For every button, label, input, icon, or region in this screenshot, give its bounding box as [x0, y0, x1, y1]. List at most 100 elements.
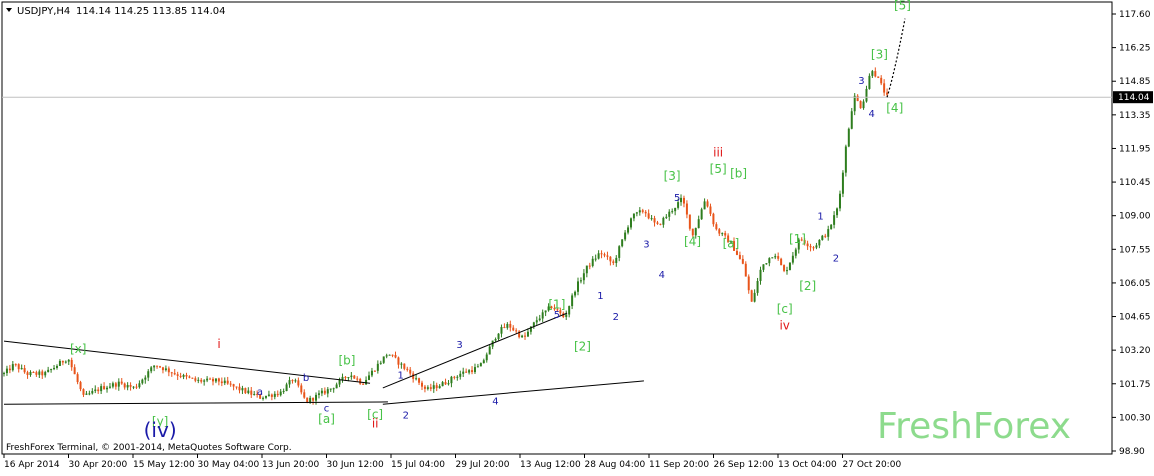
bear-candle	[515, 330, 518, 332]
bull-candle	[591, 258, 594, 266]
bull-candle	[335, 384, 338, 389]
bull-candle	[138, 383, 141, 388]
bull-candle	[836, 208, 839, 216]
bear-candle	[653, 218, 656, 223]
bear-candle	[79, 382, 82, 390]
bull-candle	[382, 356, 385, 363]
bull-candle	[376, 363, 379, 371]
bull-candle	[450, 376, 453, 384]
bull-candle	[788, 262, 791, 271]
trendline[interactable]	[3, 401, 388, 405]
bull-candle	[479, 363, 482, 367]
bear-candle	[688, 214, 691, 229]
bear-candle	[727, 235, 730, 243]
wave-label: [2]	[574, 340, 591, 354]
bear-candle	[217, 378, 220, 382]
bear-candle	[712, 213, 715, 225]
bear-candle	[750, 290, 753, 302]
bull-candle	[326, 389, 329, 394]
bull-candle	[476, 366, 479, 368]
bull-candle	[529, 326, 532, 332]
bear-candle	[394, 355, 397, 358]
bull-candle	[29, 371, 32, 376]
bear-candle	[524, 335, 527, 337]
projection-dotted-line	[886, 18, 906, 98]
bull-candle	[482, 360, 485, 364]
wave-label: 4	[659, 270, 665, 281]
bull-candle	[494, 339, 497, 341]
bull-candle	[621, 239, 624, 247]
bear-candle	[323, 390, 326, 394]
bear-candle	[41, 371, 44, 376]
bear-candle	[170, 372, 173, 374]
bear-candle	[429, 387, 432, 389]
bear-candle	[886, 92, 889, 95]
bull-candle	[385, 355, 388, 357]
bear-candle	[406, 368, 409, 370]
bull-candle	[447, 383, 450, 385]
bear-candle	[465, 371, 468, 373]
bull-candle	[468, 370, 471, 373]
bear-candle	[738, 254, 741, 259]
bear-candle	[503, 327, 506, 329]
bear-candle	[167, 368, 170, 373]
bear-candle	[874, 71, 877, 77]
wave-label: [a]	[723, 237, 740, 251]
y-tick-label: 106.05	[1119, 279, 1151, 289]
trendline[interactable]	[382, 380, 644, 405]
y-tick-label: 114.85	[1119, 77, 1151, 87]
bear-candle	[603, 254, 606, 256]
wave-label: ii	[372, 417, 379, 431]
bear-candle	[682, 197, 685, 204]
bear-candle	[600, 253, 603, 255]
bull-candle	[473, 367, 476, 373]
bear-candle	[859, 101, 862, 109]
bull-candle	[753, 292, 756, 302]
bull-candle	[64, 361, 67, 363]
bull-candle	[388, 354, 391, 356]
chart-menu-triangle-icon[interactable]	[6, 8, 12, 12]
bull-candle	[67, 359, 70, 362]
bull-candle	[847, 128, 850, 147]
bull-candle	[341, 376, 344, 380]
bear-candle	[312, 397, 315, 401]
bull-candle	[785, 270, 788, 272]
bear-candle	[359, 379, 362, 384]
bull-candle	[94, 389, 97, 392]
wave-label: iv	[779, 318, 789, 332]
bull-candle	[532, 322, 535, 327]
x-tick-label: 16 Apr 2014	[4, 460, 60, 470]
bear-candle	[156, 365, 159, 367]
bear-candle	[226, 380, 229, 384]
bear-candle	[435, 385, 438, 389]
bear-candle	[23, 368, 26, 373]
wave-label: a	[257, 387, 263, 398]
bull-candle	[526, 331, 529, 337]
bull-candle	[379, 362, 382, 364]
bull-candle	[662, 217, 665, 225]
bear-candle	[733, 241, 736, 251]
bear-candle	[715, 224, 718, 230]
bull-candle	[150, 367, 153, 372]
bull-candle	[55, 365, 58, 368]
bull-candle	[506, 323, 509, 328]
bear-candle	[803, 240, 806, 244]
bull-candle	[594, 258, 597, 260]
bear-candle	[8, 368, 11, 371]
bull-candle	[85, 393, 88, 395]
bull-candle	[91, 391, 94, 394]
bull-candle	[700, 209, 703, 220]
trendline[interactable]	[382, 312, 568, 389]
bull-candle	[106, 387, 109, 390]
bull-candle	[756, 280, 759, 293]
bear-candle	[609, 256, 612, 262]
bull-candle	[206, 378, 209, 381]
bull-candle	[862, 101, 865, 109]
bear-candle	[735, 250, 738, 255]
bull-candle	[488, 346, 491, 355]
bull-candle	[865, 88, 868, 102]
bull-candle	[294, 380, 297, 382]
trendline[interactable]	[3, 340, 371, 384]
wave-label: b	[303, 373, 309, 384]
